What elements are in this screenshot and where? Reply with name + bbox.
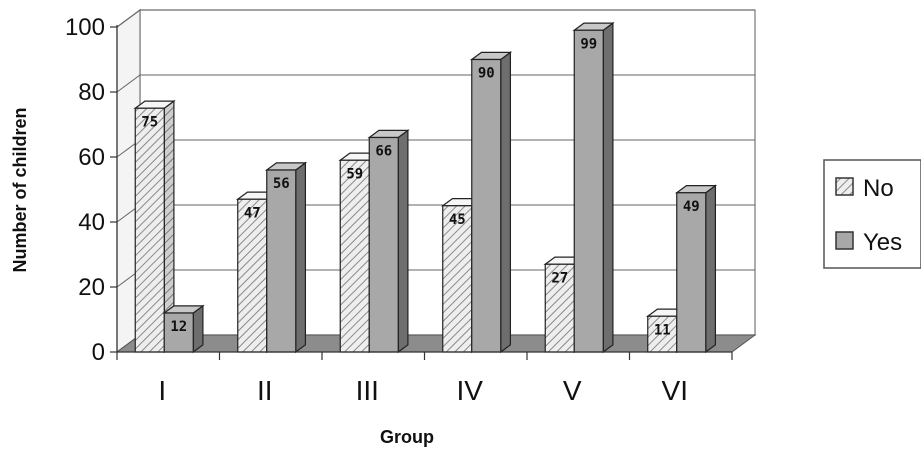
data-label-yes-I: 12 [170,319,187,335]
data-label-no-VI: 11 [654,322,671,338]
x-tick-label-VI: VI [662,375,688,406]
bar-front [163,312,194,353]
plot-background [116,8,756,354]
data-label-yes-III: 66 [375,144,392,160]
data-label-no-V: 27 [551,270,568,286]
bar-no-I [133,99,176,354]
bar-side [397,129,409,354]
bar-front [544,263,575,353]
bar-side [705,184,717,354]
data-label-yes-VI: 49 [683,199,700,215]
bars [133,21,718,354]
gridline-4 [116,74,755,93]
data-label-no-III: 59 [346,166,363,182]
bar-front [368,136,399,353]
bar-side [192,304,204,354]
bar-front [237,198,268,353]
legend-label-yes: Yes [863,229,902,256]
bar-front [676,192,707,353]
x-tick-label-I: I [158,375,166,406]
legend-swatch-no [835,177,854,196]
data-label-no-IV: 45 [449,212,466,228]
legend: No Yes [823,159,921,269]
legend-swatch-yes [835,231,854,250]
data-label-no-II: 47 [244,205,261,221]
y-tick-label-5: 100 [65,14,105,41]
data-label-yes-V: 99 [580,36,597,52]
bar-side [295,161,307,354]
x-tick-label-II: II [257,375,273,406]
legend-label-no: No [863,175,894,202]
bar-yes-I [162,304,205,354]
y-tick-label-2: 40 [78,209,105,236]
y-tick-label-1: 20 [78,274,105,301]
bar-front [266,169,297,353]
y-tick-label-4: 80 [78,79,105,106]
bar-yes-IV [469,51,513,354]
bar-side [602,21,614,354]
x-axis-title: Group [380,427,434,447]
bar-front [339,159,370,353]
x-tick-label-V: V [563,375,582,406]
data-label-yes-IV: 90 [478,66,495,82]
bar-yes-II [264,161,308,354]
data-label-no-I: 75 [141,114,158,130]
data-labels: 75 12 47 56 59 66 45 90 27 99 11 49 [141,36,699,338]
y-axis-title: Number of children [10,107,30,272]
x-tick-label-III: III [356,375,379,406]
bar-front [573,29,604,353]
gridline-5 [116,9,755,28]
bar-front [471,58,502,353]
x-tick-label-IV: IV [457,375,484,406]
y-tick-label-0: 0 [92,339,105,366]
y-tick-label-3: 60 [78,144,105,171]
bar-yes-VI [674,184,718,354]
bar-front [442,205,473,353]
data-label-yes-II: 56 [273,176,290,192]
bar-yes-III [367,129,410,354]
bar-side [500,51,512,354]
bar-front [134,107,165,353]
bar-yes-V [572,21,615,354]
